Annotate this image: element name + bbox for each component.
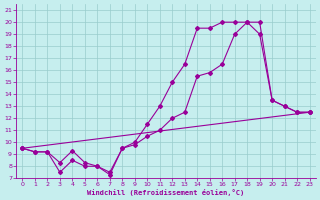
X-axis label: Windchill (Refroidissement éolien,°C): Windchill (Refroidissement éolien,°C): [87, 189, 245, 196]
